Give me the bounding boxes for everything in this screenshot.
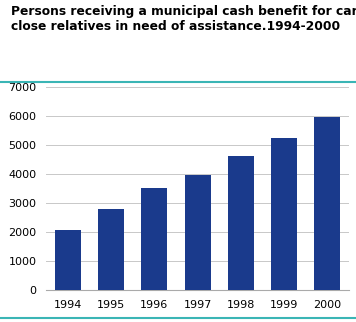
Bar <box>314 117 340 290</box>
Bar <box>228 156 254 290</box>
Bar <box>55 231 81 290</box>
Bar <box>98 209 124 290</box>
Bar <box>271 138 297 290</box>
Bar <box>141 188 167 290</box>
Text: Persons receiving a municipal cash benefit for care for
close relatives in need : Persons receiving a municipal cash benef… <box>11 5 356 33</box>
Bar <box>185 175 210 290</box>
